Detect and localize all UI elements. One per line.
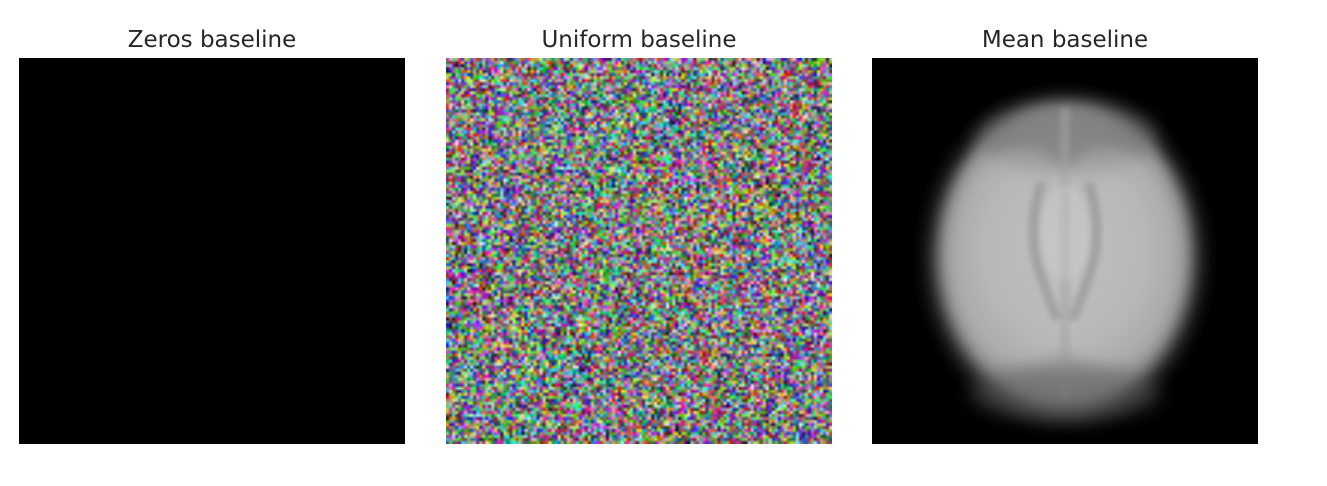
- zeros-baseline-image: [19, 58, 405, 444]
- panel-title: Mean baseline: [981, 27, 1149, 53]
- mean-brain-scan: [872, 58, 1258, 444]
- uniform-baseline-image: [446, 58, 832, 444]
- panel-title: Uniform baseline: [541, 27, 737, 53]
- panel-title: Zeros baseline: [127, 27, 297, 53]
- mean-baseline-image: [872, 58, 1258, 444]
- uniform-noise-canvas: [446, 58, 832, 444]
